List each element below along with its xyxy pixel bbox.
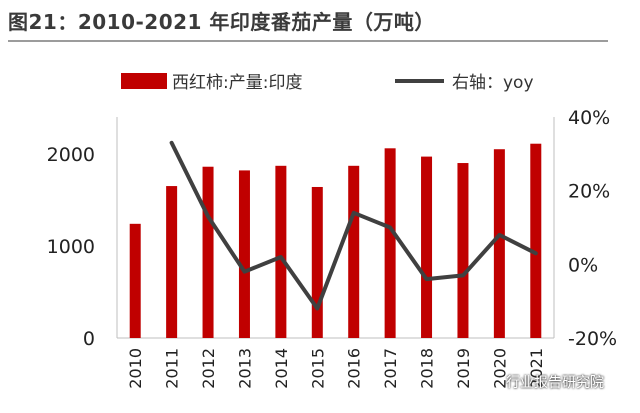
bar	[311, 186, 323, 338]
y-left-tick-label: 2000	[47, 144, 95, 166]
legend-bar-swatch	[121, 73, 167, 89]
x-tick-label: 2013	[235, 348, 254, 389]
y-left-tick-label: 1000	[47, 236, 95, 258]
bar	[202, 166, 214, 338]
bar	[238, 170, 250, 338]
x-tick-label: 2012	[199, 348, 218, 389]
y-left-tick-label: 0	[83, 328, 95, 350]
legend: 西红柿:产量:印度 右轴：yoy	[121, 73, 534, 93]
bar	[457, 163, 469, 338]
x-tick-label: 2011	[163, 348, 182, 389]
x-tick-label: 2018	[418, 348, 437, 389]
watermark: 行业报告研究院	[506, 375, 604, 391]
y-right-tick-label: 0%	[568, 254, 598, 276]
bar	[530, 143, 542, 338]
y-right-tick-label: -20%	[568, 328, 617, 350]
x-tick-label: 2017	[381, 348, 400, 389]
bar	[421, 156, 433, 338]
bar	[348, 165, 360, 338]
title-divider	[8, 40, 608, 42]
y-right-tick-label: 40%	[568, 107, 610, 129]
bar	[166, 186, 178, 338]
bar	[129, 223, 141, 338]
bar	[384, 148, 396, 338]
x-tick-label: 2016	[345, 348, 364, 389]
x-tick-label: 2010	[126, 348, 145, 389]
legend-line-label: 右轴：yoy	[452, 73, 534, 93]
x-tick-label: 2021	[527, 348, 546, 389]
y-right-tick-label: 20%	[568, 181, 610, 203]
legend-bar-label: 西红柿:产量:印度	[172, 73, 302, 93]
plot-area: 0 1000 2000 40% 20% 0% -20% 2010 2011 2012 2013 201…	[47, 107, 617, 389]
bar	[275, 165, 287, 338]
chart-title: 图21：2010-2021 年印度番茄产量（万吨）	[8, 10, 435, 34]
x-tick-label: 2020	[490, 348, 509, 389]
x-tick-label: 2015	[308, 348, 327, 389]
x-tick-label: 2019	[454, 348, 473, 389]
yoy-line	[169, 140, 538, 311]
x-tick-label: 2014	[272, 348, 291, 389]
bar	[493, 149, 505, 338]
